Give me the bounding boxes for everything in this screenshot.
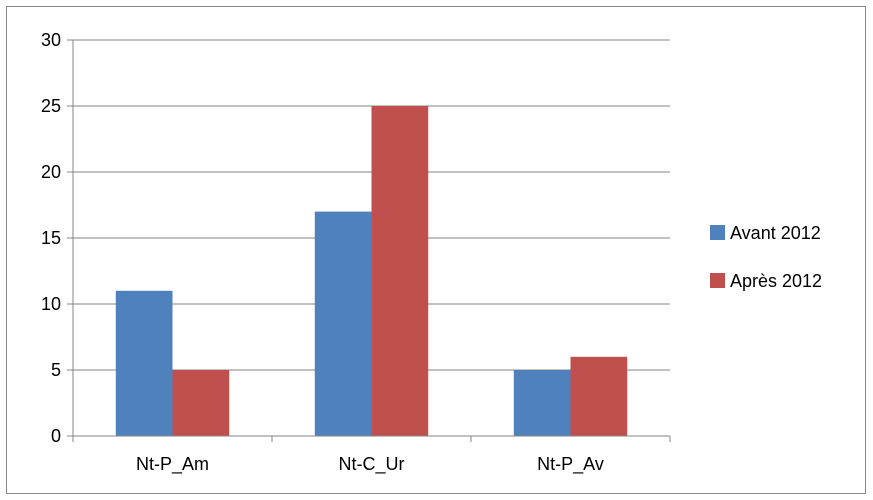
bar-Nt-P_Av-series-1 <box>513 370 571 436</box>
legend-swatch <box>710 225 725 240</box>
legend: Avant 2012 Après 2012 <box>710 223 822 291</box>
bar-Nt-P_Av-series-2 <box>570 356 628 436</box>
y-tick-label: 25 <box>41 96 61 116</box>
y-tick-label: 15 <box>41 228 61 248</box>
bar-Nt-P_Am-series-2 <box>172 370 230 436</box>
axes <box>67 39 671 442</box>
bar-Nt-C_Ur-series-2 <box>371 106 429 436</box>
bar-chart: 0 5 10 15 20 25 30 Nt-P_Am Nt-C_Ur Nt-P_Av Avant… <box>41 30 822 475</box>
x-tick-label: Nt-P_Av <box>537 454 604 475</box>
legend-label: Avant 2012 <box>730 223 821 243</box>
legend-label: Après 2012 <box>730 271 822 291</box>
chart-area: 0 5 10 15 20 25 30 Nt-P_Am Nt-C_Ur Nt-P_Av Avant… <box>6 6 866 494</box>
x-axis-tick-labels: Nt-P_Am Nt-C_Ur Nt-P_Av <box>136 454 604 475</box>
y-tick-label: 5 <box>51 360 61 380</box>
bars <box>115 106 628 436</box>
y-tick-label: 20 <box>41 162 61 182</box>
x-tick-label: Nt-C_Ur <box>339 454 405 475</box>
x-tick-label: Nt-P_Am <box>136 454 209 475</box>
y-tick-label: 0 <box>51 426 61 446</box>
bar-Nt-C_Ur-series-1 <box>314 211 372 436</box>
y-axis-tick-labels: 0 5 10 15 20 25 30 <box>41 30 61 446</box>
bar-Nt-P_Am-series-1 <box>115 290 173 436</box>
y-tick-label: 10 <box>41 294 61 314</box>
legend-swatch <box>710 273 725 288</box>
y-tick-label: 30 <box>41 30 61 50</box>
